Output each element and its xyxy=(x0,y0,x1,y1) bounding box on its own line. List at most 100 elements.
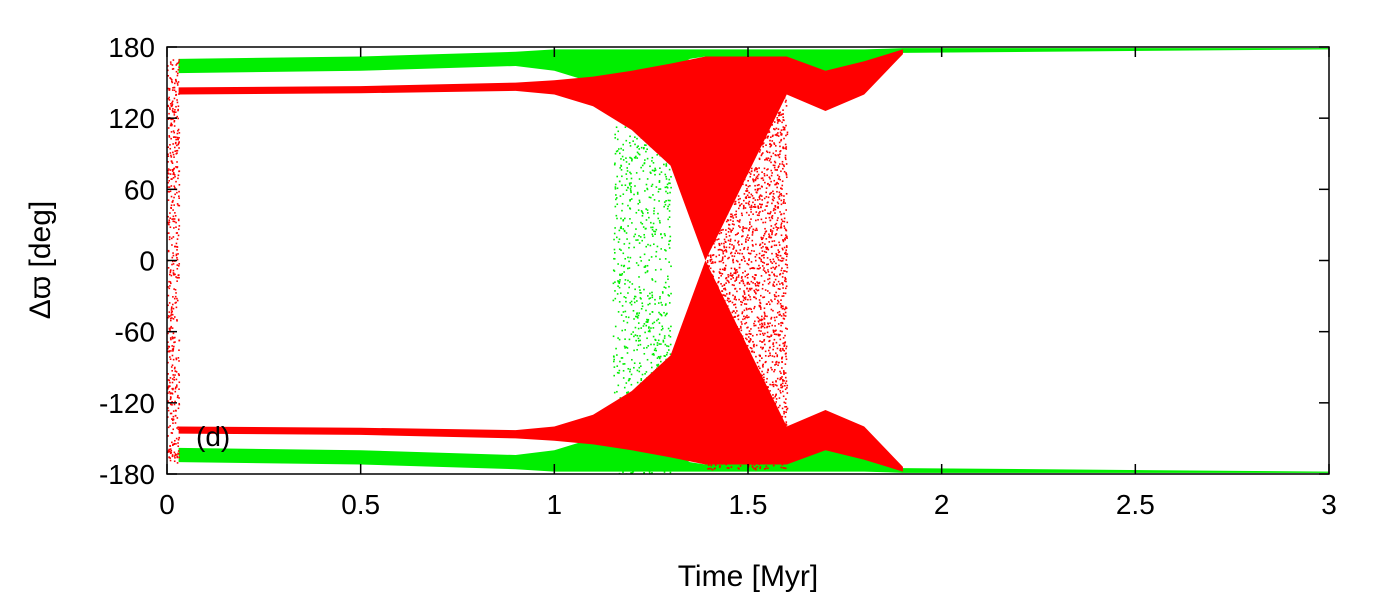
scatter-point xyxy=(739,204,742,207)
scatter-point xyxy=(721,169,723,172)
scatter-point xyxy=(725,360,728,363)
scatter-point xyxy=(714,239,717,241)
scatter-point xyxy=(720,104,723,107)
scatter-point xyxy=(753,68,756,71)
scatter-point xyxy=(757,59,760,62)
scatter-point xyxy=(778,195,781,197)
scatter-point xyxy=(730,231,732,233)
scatter-point xyxy=(627,204,629,207)
scatter-point xyxy=(711,114,714,116)
scatter-point xyxy=(735,159,737,161)
scatter-point xyxy=(746,396,749,398)
scatter-point xyxy=(784,74,787,77)
scatter-point xyxy=(639,236,642,238)
scatter-point xyxy=(169,319,172,322)
x-tick-label: 0 xyxy=(159,489,175,520)
scatter-point xyxy=(635,211,638,214)
scatter-point xyxy=(718,153,721,155)
scatter-point xyxy=(760,93,763,96)
scatter-point xyxy=(658,173,661,176)
scatter-point xyxy=(764,402,767,405)
scatter-point xyxy=(176,166,179,168)
scatter-point xyxy=(780,350,782,352)
scatter-point xyxy=(728,108,731,110)
scatter-point xyxy=(168,219,171,222)
scatter-point xyxy=(750,388,752,391)
scatter-point xyxy=(734,96,737,99)
scatter-point xyxy=(174,453,177,455)
scatter-point xyxy=(783,373,785,376)
scatter-point xyxy=(751,124,754,127)
scatter-point xyxy=(176,456,179,459)
scatter-point xyxy=(786,446,788,449)
scatter-point xyxy=(770,236,773,239)
scatter-point xyxy=(705,443,708,446)
scatter-point xyxy=(764,243,766,245)
scatter-point xyxy=(177,81,180,83)
scatter-point xyxy=(777,323,780,325)
scatter-point xyxy=(178,195,180,198)
scatter-point xyxy=(767,271,770,273)
scatter-point xyxy=(725,62,728,65)
scatter-point xyxy=(749,394,752,397)
scatter-point xyxy=(720,91,723,93)
scatter-point xyxy=(174,400,176,403)
scatter-point xyxy=(743,430,745,433)
scatter-point xyxy=(745,455,748,458)
scatter-point xyxy=(652,459,655,462)
scatter-point xyxy=(732,437,735,440)
scatter-point xyxy=(767,168,769,170)
scatter-point xyxy=(782,295,785,297)
scatter-point xyxy=(713,232,715,234)
scatter-point xyxy=(716,201,719,204)
scatter-point xyxy=(772,63,775,65)
scatter-point xyxy=(750,79,752,81)
scatter-point xyxy=(786,328,788,330)
scatter-point xyxy=(651,278,653,280)
scatter-point xyxy=(728,455,731,458)
scatter-point xyxy=(743,361,746,363)
scatter-point xyxy=(771,172,773,174)
scatter-point xyxy=(722,252,725,255)
scatter-point xyxy=(777,441,779,444)
scatter-point xyxy=(748,341,751,343)
scatter-point xyxy=(629,135,631,138)
scatter-point xyxy=(735,100,738,102)
scatter-point xyxy=(728,156,730,158)
scatter-point xyxy=(639,297,642,299)
scatter-point xyxy=(750,193,753,196)
scatter-point xyxy=(618,280,621,283)
scatter-point xyxy=(170,154,172,157)
scatter-point xyxy=(739,101,741,103)
scatter-point xyxy=(173,379,176,381)
scatter-point xyxy=(171,345,174,347)
scatter-point xyxy=(629,302,632,304)
scatter-point xyxy=(714,130,717,132)
scatter-point xyxy=(777,294,780,297)
scatter-point xyxy=(722,433,724,436)
scatter-point xyxy=(785,146,788,148)
scatter-point xyxy=(765,433,767,435)
scatter-point xyxy=(711,208,714,211)
scatter-point xyxy=(770,453,773,456)
scatter-point xyxy=(753,451,755,453)
scatter-point xyxy=(778,333,781,336)
scatter-point xyxy=(722,88,725,91)
scatter-point xyxy=(774,278,777,281)
scatter-point xyxy=(741,311,744,313)
scatter-point xyxy=(776,420,778,422)
scatter-point xyxy=(771,443,774,446)
scatter-point xyxy=(176,115,178,118)
scatter-point xyxy=(713,240,716,243)
scatter-point xyxy=(722,322,725,324)
scatter-point xyxy=(734,416,737,418)
scatter-point xyxy=(779,153,781,156)
scatter-point xyxy=(715,298,717,301)
scatter-point xyxy=(741,57,744,60)
scatter-point xyxy=(648,259,651,261)
scatter-point xyxy=(755,284,757,287)
scatter-point xyxy=(735,337,738,339)
scatter-point xyxy=(665,190,667,193)
scatter-point xyxy=(177,129,179,132)
scatter-point xyxy=(645,150,647,153)
